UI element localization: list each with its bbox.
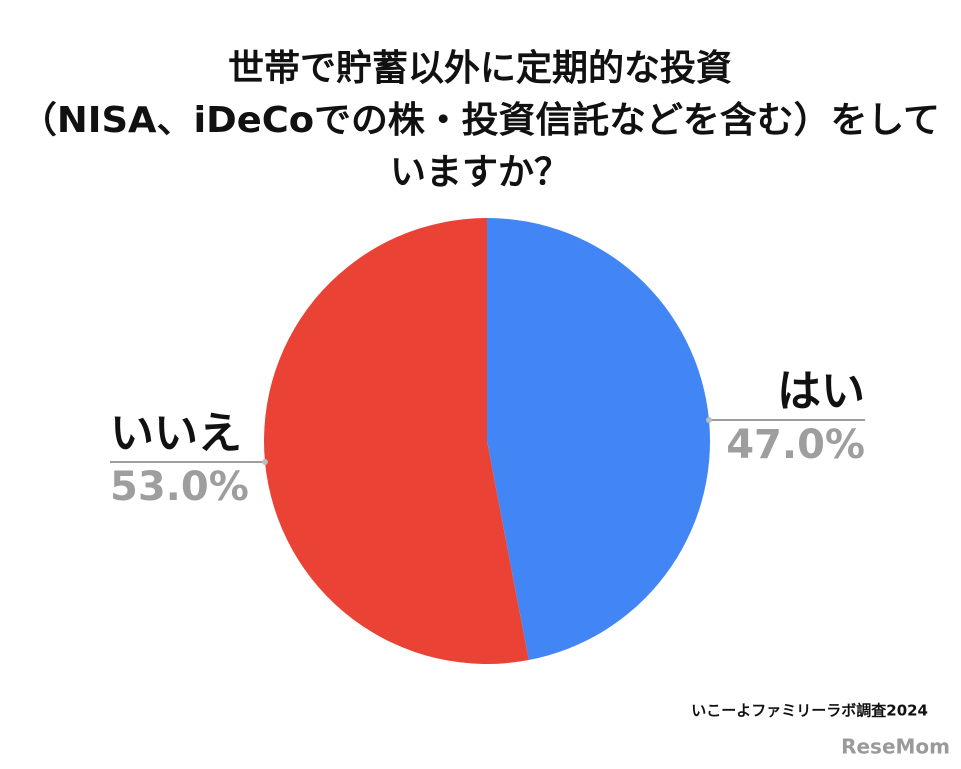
pie-slice: [487, 218, 711, 661]
leader-dot: [706, 417, 713, 424]
chart-title: いますか？: [390, 152, 570, 193]
pie-slice: [264, 218, 529, 664]
leader-dot: [261, 458, 268, 465]
watermark: ReseMom: [841, 735, 950, 759]
chart-title: （NISA、iDeCoでの株・投資信託などを含む）をして: [20, 100, 940, 141]
chart-title: 世帯で貯蓄以外に定期的な投資: [228, 48, 732, 89]
value-label: 53.0%: [110, 464, 249, 510]
slice-label: はい: [777, 366, 865, 417]
value-label: 47.0%: [726, 422, 865, 468]
source-note: いこーよファミリーラボ調査2024: [691, 702, 928, 720]
slice-label: いいえ: [110, 408, 242, 459]
